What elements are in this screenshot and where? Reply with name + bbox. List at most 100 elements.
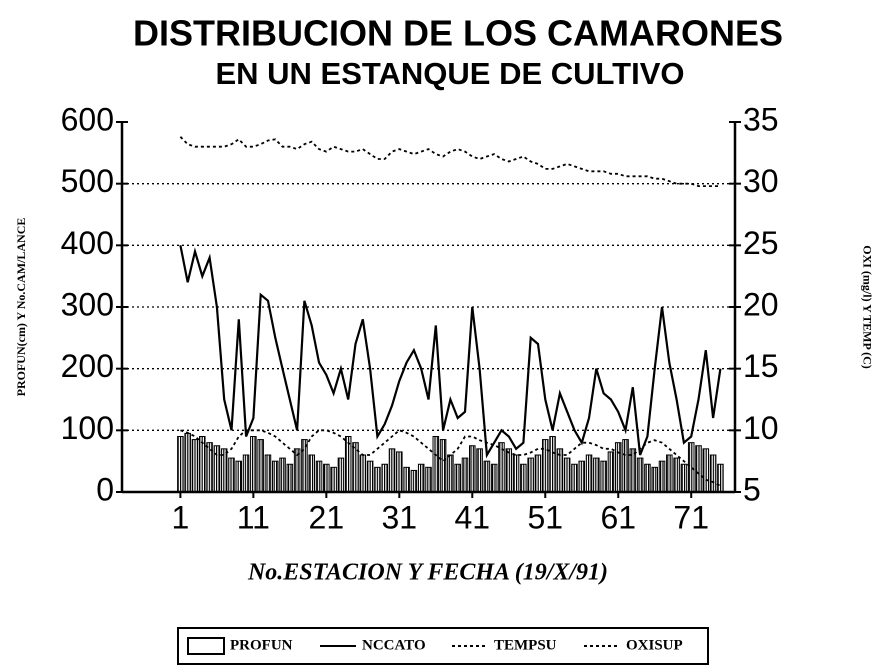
legend-label: PROFUN xyxy=(230,637,293,653)
chart-subtitle: EN UN ESTANQUE DE CULTIVO xyxy=(215,56,684,91)
bar xyxy=(235,460,243,493)
bar xyxy=(374,466,381,493)
legend-swatch xyxy=(187,637,225,655)
bar xyxy=(381,463,388,493)
bar xyxy=(396,451,403,493)
bar xyxy=(607,451,615,493)
bar xyxy=(447,454,454,493)
bar xyxy=(344,436,352,493)
y-tick-label: 600 xyxy=(61,101,114,137)
bar xyxy=(213,445,221,493)
bar xyxy=(490,463,498,493)
bar xyxy=(687,442,695,493)
bar xyxy=(622,439,629,493)
bar xyxy=(439,439,447,493)
x-tick-label: 1 xyxy=(171,499,189,535)
bar xyxy=(228,457,235,493)
series-line xyxy=(180,429,721,487)
y-tick-label: 300 xyxy=(61,286,114,322)
bar xyxy=(454,463,461,493)
legend-label: TEMPSU xyxy=(494,637,557,653)
y2-tick-label: 5 xyxy=(743,471,761,507)
bar xyxy=(658,460,666,493)
bar xyxy=(709,454,717,493)
y2-tick-label: 30 xyxy=(743,163,779,199)
bar xyxy=(417,463,425,493)
bar xyxy=(534,454,542,493)
bar xyxy=(520,463,527,493)
bar xyxy=(585,454,593,493)
bar xyxy=(666,454,673,493)
bar xyxy=(323,463,330,493)
bar xyxy=(702,448,710,493)
bar xyxy=(673,457,680,493)
x-tick-label: 71 xyxy=(673,499,709,535)
series-line xyxy=(179,136,721,187)
bar xyxy=(271,460,279,493)
bar xyxy=(571,463,578,493)
bar xyxy=(614,442,622,493)
bar xyxy=(308,454,316,493)
bar xyxy=(177,436,184,493)
bar xyxy=(315,460,323,493)
y2-axis-label: OXI (mg/l) Y TEMP (C) xyxy=(860,245,874,369)
bar xyxy=(184,432,191,493)
y-tick-label: 100 xyxy=(61,410,114,446)
bar xyxy=(593,457,600,493)
bar xyxy=(695,445,702,493)
bar xyxy=(301,439,308,493)
bar xyxy=(359,454,367,493)
bar xyxy=(600,460,607,493)
y-tick-label: 0 xyxy=(96,471,114,507)
bar xyxy=(636,457,644,493)
bar xyxy=(651,466,658,493)
bar xyxy=(242,454,250,493)
legend-label: NCCATO xyxy=(362,637,426,653)
y2-tick-label: 25 xyxy=(743,225,779,261)
bar xyxy=(563,457,571,493)
legend-label: OXISUP xyxy=(626,637,683,653)
bar xyxy=(469,445,476,493)
bar xyxy=(644,463,651,493)
bar xyxy=(717,463,724,493)
bar xyxy=(286,463,294,493)
x-tick-label: 61 xyxy=(600,499,636,535)
series-line xyxy=(179,245,722,459)
bar xyxy=(527,457,534,493)
bar xyxy=(425,466,432,493)
bar xyxy=(461,457,469,493)
y-tick-label: 200 xyxy=(61,348,114,384)
bar xyxy=(680,463,688,493)
bar xyxy=(403,466,410,493)
bar xyxy=(330,466,337,493)
y-axis-label: PROFUN(cm) Y No.CAM/LANCE xyxy=(14,218,28,397)
chart-title: DISTRIBUCION DE LOS CAMARONES xyxy=(133,13,783,54)
y-tick-label: 500 xyxy=(61,163,114,199)
legend-box xyxy=(177,627,709,665)
x-tick-label: 21 xyxy=(309,499,345,535)
bar xyxy=(432,436,440,493)
x-tick-label: 31 xyxy=(382,499,418,535)
y2-tick-label: 20 xyxy=(743,286,779,322)
y2-tick-label: 15 xyxy=(743,348,779,384)
bar xyxy=(279,457,286,493)
bar xyxy=(264,454,272,493)
bar xyxy=(388,448,396,493)
bar xyxy=(191,439,199,493)
x-tick-label: 11 xyxy=(237,499,270,535)
y2-tick-label: 35 xyxy=(743,101,779,137)
bar xyxy=(541,439,549,493)
bar xyxy=(512,454,520,493)
bar xyxy=(337,457,345,493)
x-tick-label: 51 xyxy=(527,499,563,535)
x-axis-label: No.ESTACION Y FECHA (19/X/91) xyxy=(247,560,608,586)
bar xyxy=(410,469,418,493)
bar xyxy=(250,436,257,493)
bar xyxy=(578,460,586,493)
bar xyxy=(483,460,491,493)
bar xyxy=(257,439,264,493)
bar xyxy=(505,448,513,493)
bar xyxy=(366,460,374,493)
y-tick-label: 400 xyxy=(61,225,114,261)
